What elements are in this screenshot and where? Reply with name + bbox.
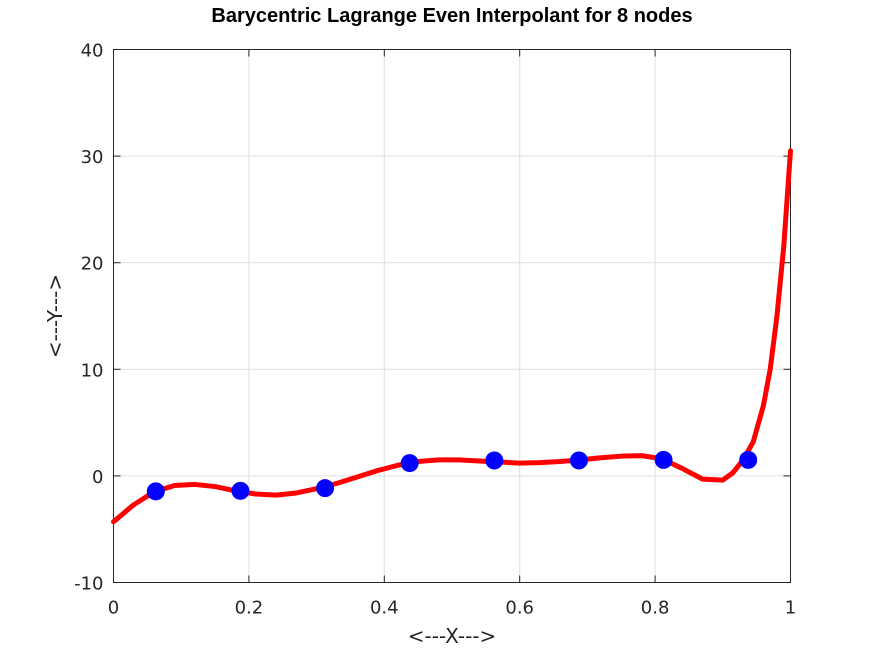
y-tick-label: -10 — [74, 574, 103, 595]
y-tick-label: 20 — [81, 254, 104, 275]
x-tick-label: 0.4 — [370, 598, 399, 619]
y-tick-label: 40 — [81, 41, 104, 62]
y-axis-label: <---Y---> — [43, 274, 67, 358]
y-tick-label: 30 — [81, 147, 104, 168]
node-markers — [146, 450, 758, 501]
x-tick-label: 0.2 — [235, 598, 264, 619]
chart-title: Barycentric Lagrange Even Interpolant fo… — [211, 5, 692, 27]
x-tick-label: 0.6 — [505, 598, 534, 619]
x-tick-label: 0 — [108, 598, 119, 619]
y-tick-label: 10 — [81, 360, 104, 381]
x-axis-label: <---X---> — [408, 624, 497, 648]
node-marker — [739, 450, 758, 469]
node-marker — [316, 479, 335, 498]
node-marker — [146, 482, 165, 501]
x-tick-label: 0.8 — [641, 598, 670, 619]
y-tick-label: 0 — [92, 467, 103, 488]
node-marker — [485, 451, 504, 470]
plot-area-frame — [113, 49, 791, 583]
node-marker — [569, 451, 588, 470]
node-marker — [400, 454, 419, 473]
x-tick-label: 1 — [785, 598, 796, 619]
node-marker — [654, 450, 673, 469]
node-marker — [231, 481, 250, 500]
